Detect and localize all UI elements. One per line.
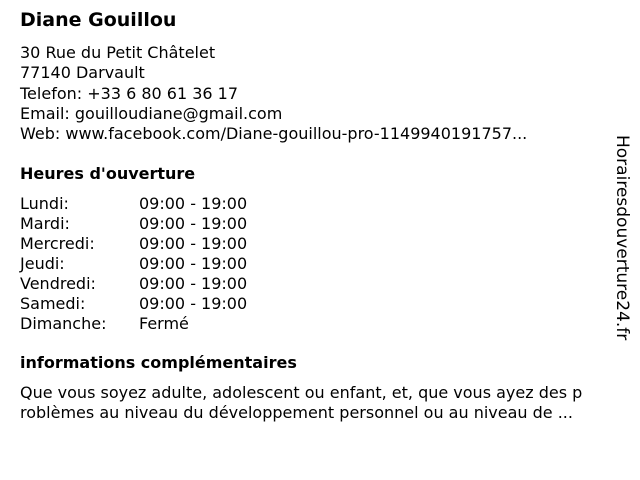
hours-time: 09:00 - 19:00: [139, 214, 248, 233]
website: Web: www.facebook.com/Diane-gouillou-pro…: [20, 124, 528, 143]
address-street: 30 Rue du Petit Châtelet: [20, 43, 216, 62]
hours-time: Fermé: [139, 314, 189, 333]
hours-day: Jeudi:: [20, 254, 65, 273]
info-text-line1: Que vous soyez adulte, adolescent ou enf…: [20, 383, 583, 402]
watermark: Horairesdouverture24.fr: [612, 135, 632, 341]
info-text-line2: roblèmes au niveau du développement pers…: [20, 403, 573, 422]
hours-day: Vendredi:: [20, 274, 96, 293]
phone: Telefon: +33 6 80 61 36 17: [20, 84, 239, 103]
hours-day: Dimanche:: [20, 314, 107, 333]
hours-time: 09:00 - 19:00: [139, 294, 248, 313]
address-city: 77140 Darvault: [20, 63, 145, 82]
hours-time: 09:00 - 19:00: [139, 254, 248, 273]
hours-day: Lundi:: [20, 194, 69, 213]
hours-day: Mardi:: [20, 214, 70, 233]
info-heading: informations complémentaires: [20, 353, 297, 372]
email: Email: gouilloudiane@gmail.com: [20, 104, 283, 123]
hours-heading: Heures d'ouverture: [20, 164, 196, 183]
hours-day: Mercredi:: [20, 234, 95, 253]
business-name: Diane Gouillou: [20, 9, 177, 31]
hours-time: 09:00 - 19:00: [139, 274, 248, 293]
hours-time: 09:00 - 19:00: [139, 234, 248, 253]
hours-time: 09:00 - 19:00: [139, 194, 248, 213]
hours-day: Samedi:: [20, 294, 86, 313]
